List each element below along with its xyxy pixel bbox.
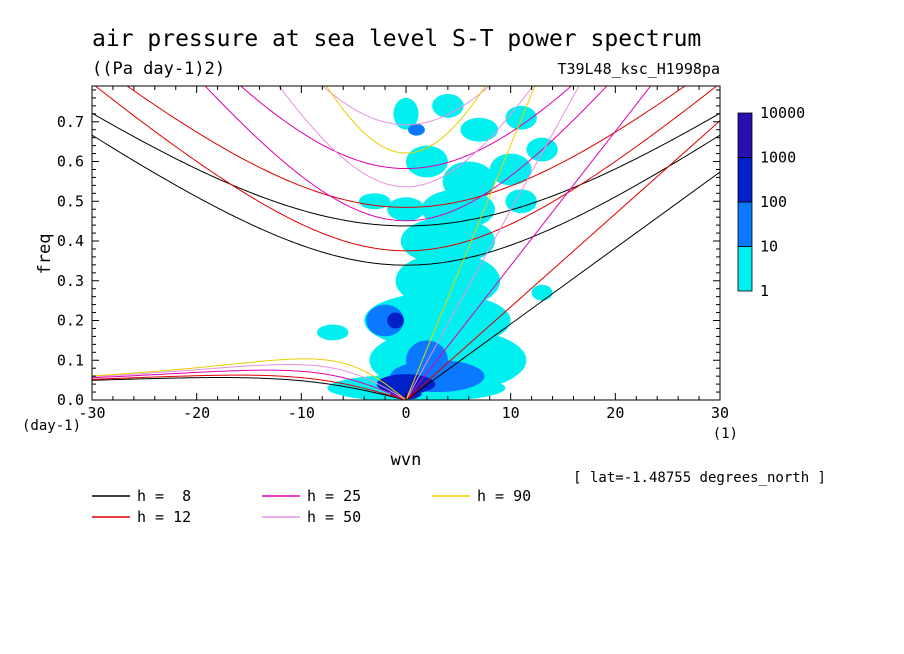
power-region: [531, 284, 553, 301]
x-unit-label: (1): [713, 426, 738, 442]
rossby-wave-curve: [92, 374, 407, 400]
colorbar-swatch: [737, 112, 753, 158]
gravity-wave-curve: [92, 112, 720, 227]
power-region: [393, 97, 419, 130]
latitude-note: [ lat=-1.48755 degrees_north ]: [573, 470, 826, 486]
colorbar-label: 1000: [760, 149, 796, 167]
gravity-wave-curve: [239, 86, 573, 170]
gravity-wave-curve: [126, 86, 686, 208]
power-region: [489, 153, 532, 186]
power-region: [400, 217, 495, 265]
rossby-wave-curve: [92, 363, 407, 400]
gravity-wave-curve: [278, 86, 534, 188]
colorbar-swatch: [737, 157, 753, 203]
rossby-wave-curve: [92, 377, 407, 400]
x-tick-label: -20: [183, 404, 210, 422]
colorbar: 1 10 100 1000 10000: [737, 104, 805, 300]
power-region: [408, 123, 425, 136]
kelvin-wave-curve: [405, 86, 580, 400]
x-tick-label: 0: [401, 404, 410, 422]
dispersion-curves: [92, 86, 720, 400]
colorbar-swatch: [737, 246, 753, 292]
run-label: T39L48_ksc_H1998pa: [557, 60, 720, 78]
power-region: [387, 197, 425, 222]
power-region: [505, 189, 537, 214]
rossby-wave-curve: [92, 369, 407, 400]
kelvin-wave-curve: [405, 86, 536, 400]
y-tick-label: 0.4: [57, 232, 84, 250]
y-tick-label: 0.0: [57, 391, 84, 409]
gravity-wave-curve: [204, 86, 608, 222]
power-region: [406, 340, 448, 381]
power-region: [317, 324, 349, 341]
gravity-wave-curve: [92, 134, 720, 266]
colorbar-label: 10000: [760, 104, 805, 122]
colorbar-label: 10: [760, 238, 778, 256]
y-tick-label: 0.5: [57, 192, 84, 210]
power-contours: [317, 93, 558, 400]
legend-label: h = 25: [307, 487, 361, 505]
gravity-wave-curve: [94, 86, 718, 252]
x-tick-label: 30: [711, 404, 729, 422]
units-label: ((Pa day-1)2): [92, 59, 225, 79]
x-tick-label: 20: [606, 404, 624, 422]
power-region: [460, 117, 499, 142]
legend-label: h = 50: [307, 508, 361, 526]
kelvin-wave-curve: [405, 120, 720, 400]
x-tick-label: -30: [78, 404, 105, 422]
rossby-wave-curve: [92, 358, 407, 400]
power-region: [387, 312, 404, 329]
x-tick-label: -10: [288, 404, 315, 422]
y-tick-label: 0.2: [57, 312, 84, 330]
colorbar-label: 1: [760, 282, 769, 300]
legend: h = 8 h = 12 h = 25 h = 50 h = 90: [92, 487, 531, 526]
y-tick-label: 0.3: [57, 272, 84, 290]
power-region: [406, 145, 448, 178]
x-tick-label: 10: [502, 404, 520, 422]
kelvin-wave-curve: [405, 171, 720, 400]
legend-label: h = 12: [137, 508, 191, 526]
power-region: [432, 93, 464, 118]
gravity-wave-curve: [325, 86, 487, 154]
axes: -30 -20 -10 0 10 20 30 0.0 0.1 0.2 0.3 0.4 0.5 0.6 0.7: [57, 86, 729, 422]
chart-title: air pressure at sea level S-T power spec…: [92, 26, 701, 52]
gravity-wave-curve: [321, 86, 491, 126]
legend-label: h = 90: [477, 487, 531, 505]
legend-label: h = 8: [137, 487, 191, 505]
colorbar-swatch: [737, 201, 753, 247]
y-axis-label: freq: [35, 234, 55, 275]
y-tick-label: 0.6: [57, 153, 84, 171]
y-tick-label: 0.7: [57, 113, 84, 131]
y-tick-label: 0.1: [57, 351, 84, 369]
kelvin-wave-curve: [405, 86, 652, 400]
colorbar-label: 100: [760, 193, 787, 211]
power-region: [366, 304, 404, 337]
y-unit-label: (day-1): [22, 418, 81, 434]
x-axis-label: wvn: [391, 450, 422, 470]
power-region: [358, 193, 391, 210]
